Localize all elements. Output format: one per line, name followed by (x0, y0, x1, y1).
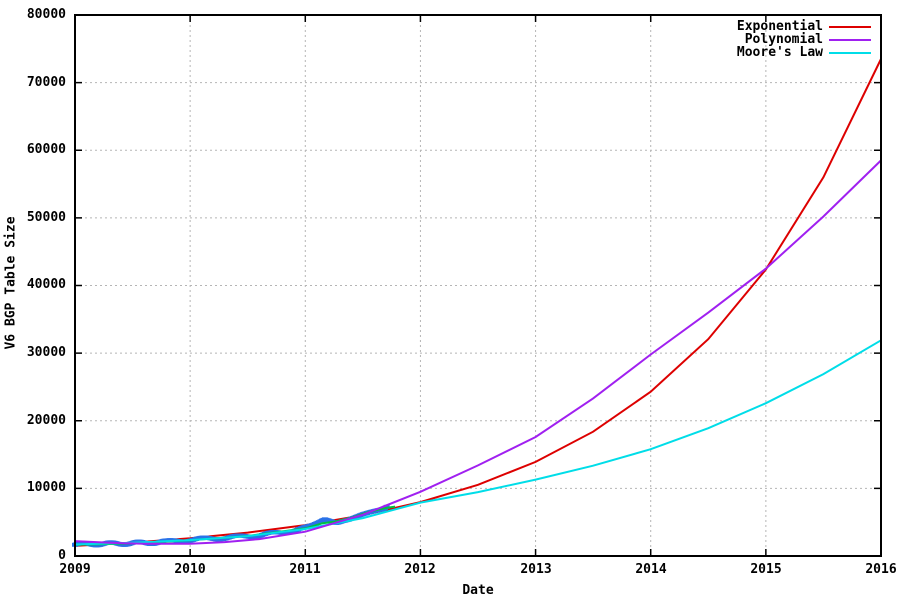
legend-line-moores-law (829, 52, 871, 54)
y-tick-label: 50000 (26, 210, 66, 225)
y-tick-label: 40000 (26, 277, 66, 292)
x-tick-label: 2013 (520, 562, 552, 577)
x-axis-title: Date (462, 583, 494, 598)
x-tick-label: 2016 (865, 562, 897, 577)
x-tick-label: 2009 (59, 562, 91, 577)
y-tick-label: 70000 (26, 75, 66, 90)
legend-line-exponential (829, 26, 871, 28)
y-tick-label: 10000 (26, 480, 66, 495)
y-axis-title: V6 BGP Table Size (3, 216, 19, 350)
legend-label-exponential: Exponential (736, 19, 823, 34)
x-tick-label: 2010 (174, 562, 206, 577)
y-tick-label: 80000 (26, 7, 66, 22)
legend-label-moores-law: Moore's Law (736, 45, 823, 60)
x-tick-label: 2014 (635, 562, 667, 577)
legend-line-polynomial (829, 39, 871, 41)
x-tick-label: 2015 (750, 562, 782, 577)
y-tick-label: 0 (58, 548, 66, 563)
legend-label-polynomial: Polynomial (744, 32, 823, 47)
y-tick-label: 30000 (26, 345, 66, 360)
y-tick-label: 20000 (26, 413, 66, 428)
y-tick-label: 60000 (26, 142, 66, 157)
x-tick-label: 2012 (404, 562, 436, 577)
x-tick-label: 2011 (289, 562, 321, 577)
